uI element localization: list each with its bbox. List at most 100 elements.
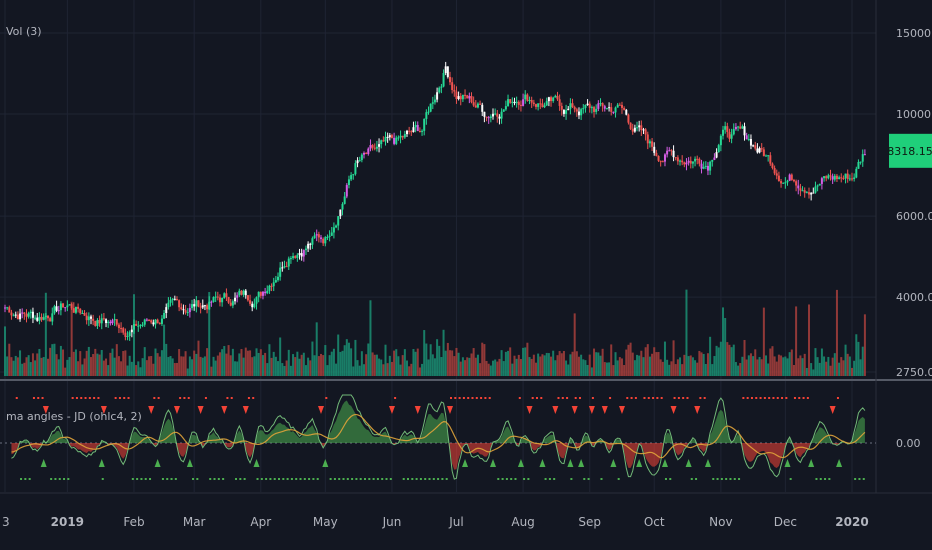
volume-bar [588, 354, 591, 376]
volume-bar [792, 364, 795, 376]
candle-body [799, 188, 802, 191]
candle-body [169, 299, 172, 303]
volume-bar [863, 314, 866, 376]
volume-bar [835, 289, 838, 376]
volume-bar [264, 352, 267, 376]
volume-bar [8, 343, 11, 376]
bear-state-dot [759, 397, 762, 399]
volume-bar [629, 342, 632, 376]
candle-body [500, 111, 503, 119]
candle-body [584, 105, 587, 108]
volume-bar [569, 354, 572, 376]
candle-body [122, 328, 125, 333]
time-tick-label: May [313, 515, 338, 529]
candle-body [34, 317, 37, 319]
candle-body [502, 109, 505, 112]
candle-body [713, 157, 716, 160]
bull-state-dot [514, 478, 517, 480]
price-axis[interactable]: 15000.00 10000.00 6000.00 4000.00 2750.00 0.0… [896, 27, 932, 450]
candle-body [775, 173, 778, 176]
candle-body [289, 258, 292, 260]
candle-body [66, 305, 69, 308]
volume-bar [470, 353, 473, 376]
candle-body [395, 137, 398, 144]
buy-signal-arrow [567, 459, 574, 467]
volume-bar [844, 344, 847, 376]
bull-state-dot [217, 478, 220, 480]
candle-body [16, 314, 19, 320]
candle-body [261, 291, 264, 296]
candle-body [580, 109, 583, 116]
volume-bar [517, 354, 520, 376]
candle-body [113, 319, 116, 321]
volume-bar [689, 355, 692, 376]
volume-bar [6, 356, 9, 376]
volume-bar [218, 352, 221, 376]
candle-body [246, 295, 249, 301]
volume-bar [158, 356, 161, 376]
bear-state-dot [467, 397, 470, 399]
candle-body [532, 102, 535, 105]
volume-bar [554, 360, 557, 376]
volume-bar [77, 361, 80, 376]
volume-bar [195, 353, 198, 376]
volume-bar [601, 348, 604, 376]
volume-bar [242, 357, 245, 376]
volume-bar [775, 361, 778, 376]
volume-bar [464, 360, 467, 376]
volume-bar [34, 360, 37, 376]
slow-angle-line [11, 413, 866, 459]
volume-bar [427, 359, 430, 376]
volume-bar [369, 300, 372, 376]
volume-bar [296, 351, 299, 376]
candle-body [728, 131, 731, 139]
candle-body [175, 299, 178, 301]
volume-bar [62, 349, 65, 376]
bear-state-dot [488, 397, 491, 399]
candle-body [560, 105, 563, 110]
candle-body [504, 106, 507, 110]
candle-body [784, 182, 787, 184]
bull-state-dot [140, 478, 143, 480]
candle-body [522, 99, 525, 106]
time-tick-label: Aug [511, 515, 534, 529]
bear-state-dot [118, 397, 121, 399]
volume-bar [597, 352, 600, 376]
volume-bar [281, 363, 284, 376]
candle-body [543, 105, 546, 108]
candle-body [10, 312, 13, 316]
candle-body [831, 176, 834, 180]
bull-state-dot [690, 478, 693, 480]
volume-bar [16, 357, 19, 376]
candle-body [236, 295, 239, 298]
candle-body [390, 135, 393, 138]
volume-study-label[interactable]: Vol (3) [6, 25, 42, 38]
volume-bar [663, 341, 666, 376]
volume-bar [313, 355, 316, 376]
candle-body [840, 177, 843, 179]
candle-body [777, 175, 780, 182]
volume-bar [406, 360, 409, 376]
time-axis[interactable]: 3 2019 Feb Mar Apr May Jun Jul Aug Sep Oct Nov Dec 20… [2, 515, 869, 529]
bear-state-dot [71, 397, 74, 399]
volume-bar [696, 362, 699, 376]
candle-body [459, 96, 462, 100]
volume-bar [713, 356, 716, 376]
candle-body [745, 135, 748, 140]
volume-bar [627, 344, 630, 376]
volume-bar [476, 354, 479, 376]
bull-state-dot [733, 478, 736, 480]
volume-bar [109, 352, 112, 376]
candle-body [636, 127, 639, 129]
volume-bar [178, 349, 181, 376]
candle-body [107, 321, 110, 324]
indicator-tick-label: 0.00 [896, 437, 921, 450]
candle-body [126, 336, 129, 338]
indicator-study-label[interactable]: ma angles - JD (ohlc4, 2) [6, 410, 142, 423]
candle-body [838, 177, 841, 180]
bull-state-dot [828, 478, 831, 480]
volume-bar [674, 364, 677, 376]
candle-body [487, 117, 490, 119]
candle-body [184, 310, 187, 313]
